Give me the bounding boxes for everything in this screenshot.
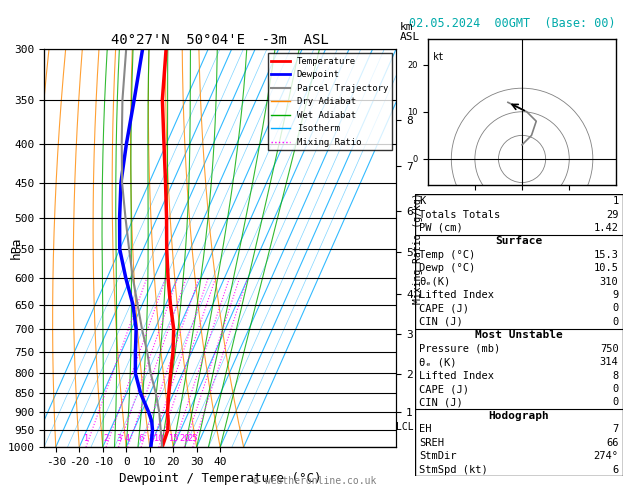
- Text: 15.3: 15.3: [594, 250, 618, 260]
- Text: StmDir: StmDir: [420, 451, 457, 461]
- Text: 6: 6: [612, 465, 618, 474]
- Text: 1.42: 1.42: [594, 223, 618, 233]
- Text: Pressure (mb): Pressure (mb): [420, 344, 501, 354]
- Text: 0: 0: [612, 303, 618, 313]
- Text: CIN (J): CIN (J): [420, 317, 463, 327]
- Text: 6: 6: [138, 434, 144, 443]
- Text: 0: 0: [612, 398, 618, 407]
- Text: 66: 66: [606, 438, 618, 448]
- Text: Lifted Index: Lifted Index: [420, 290, 494, 300]
- Text: 310: 310: [600, 277, 618, 287]
- X-axis label: Dewpoint / Temperature (°C): Dewpoint / Temperature (°C): [119, 472, 321, 486]
- Text: 1: 1: [612, 196, 618, 206]
- Text: CAPE (J): CAPE (J): [420, 384, 469, 394]
- Text: θₑ(K): θₑ(K): [420, 277, 450, 287]
- Text: 8: 8: [148, 434, 153, 443]
- Text: 8: 8: [612, 371, 618, 381]
- Text: Totals Totals: Totals Totals: [420, 209, 501, 220]
- Text: hPa: hPa: [10, 237, 23, 259]
- Text: © weatheronline.co.uk: © weatheronline.co.uk: [253, 476, 376, 486]
- Text: Hodograph: Hodograph: [489, 411, 549, 421]
- Text: 25: 25: [187, 434, 198, 443]
- FancyBboxPatch shape: [415, 194, 623, 476]
- Text: Surface: Surface: [495, 236, 543, 246]
- Y-axis label: Mixing Ratio (g/kg): Mixing Ratio (g/kg): [413, 192, 423, 304]
- Text: 3: 3: [116, 434, 121, 443]
- Text: 1: 1: [84, 434, 89, 443]
- Text: 15: 15: [168, 434, 179, 443]
- Text: LCL: LCL: [396, 422, 414, 432]
- Text: 02.05.2024  00GMT  (Base: 00): 02.05.2024 00GMT (Base: 00): [409, 17, 615, 30]
- Text: kt: kt: [433, 52, 444, 62]
- Text: 0: 0: [612, 317, 618, 327]
- Text: 29: 29: [606, 209, 618, 220]
- Text: 274°: 274°: [594, 451, 618, 461]
- Text: Dewp (°C): Dewp (°C): [420, 263, 476, 273]
- Text: 4: 4: [125, 434, 130, 443]
- Text: SREH: SREH: [420, 438, 444, 448]
- Text: 9: 9: [612, 290, 618, 300]
- Text: km: km: [399, 22, 413, 32]
- Text: Temp (°C): Temp (°C): [420, 250, 476, 260]
- Text: ASL: ASL: [399, 32, 420, 42]
- Text: CAPE (J): CAPE (J): [420, 303, 469, 313]
- Text: 0: 0: [612, 384, 618, 394]
- Text: 750: 750: [600, 344, 618, 354]
- Text: Most Unstable: Most Unstable: [475, 330, 563, 340]
- Text: Lifted Index: Lifted Index: [420, 371, 494, 381]
- Text: 10: 10: [153, 434, 164, 443]
- Text: 10.5: 10.5: [594, 263, 618, 273]
- Text: PW (cm): PW (cm): [420, 223, 463, 233]
- Text: θₑ (K): θₑ (K): [420, 357, 457, 367]
- Text: EH: EH: [420, 424, 431, 434]
- Title: 40°27'N  50°04'E  -3m  ASL: 40°27'N 50°04'E -3m ASL: [111, 34, 329, 48]
- Text: 7: 7: [612, 424, 618, 434]
- Text: K: K: [420, 196, 426, 206]
- Text: 314: 314: [600, 357, 618, 367]
- Legend: Temperature, Dewpoint, Parcel Trajectory, Dry Adiabat, Wet Adiabat, Isotherm, Mi: Temperature, Dewpoint, Parcel Trajectory…: [268, 53, 392, 151]
- Text: 20: 20: [179, 434, 189, 443]
- Text: StmSpd (kt): StmSpd (kt): [420, 465, 488, 474]
- Text: 2: 2: [103, 434, 109, 443]
- Text: CIN (J): CIN (J): [420, 398, 463, 407]
